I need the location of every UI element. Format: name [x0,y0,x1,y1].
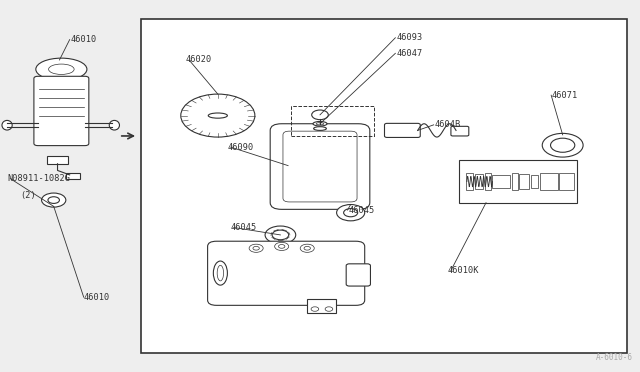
Ellipse shape [109,121,120,130]
Circle shape [42,193,66,207]
Circle shape [550,138,575,152]
Bar [519,174,529,189]
Ellipse shape [314,127,326,131]
Circle shape [180,94,255,137]
Bar [474,174,483,189]
Circle shape [300,244,314,252]
Ellipse shape [316,123,324,125]
Circle shape [278,244,285,248]
FancyBboxPatch shape [34,76,89,145]
Text: 4604B: 4604B [435,121,461,129]
Circle shape [253,246,259,250]
Circle shape [249,244,263,252]
FancyBboxPatch shape [346,264,371,286]
FancyBboxPatch shape [451,126,468,136]
Text: 46010: 46010 [84,293,110,302]
Bar [540,173,557,190]
Text: (2): (2) [20,191,36,200]
FancyBboxPatch shape [207,241,365,305]
FancyBboxPatch shape [141,19,627,353]
Circle shape [272,230,289,240]
Text: A-6010-6: A-6010-6 [596,353,633,362]
Ellipse shape [2,121,12,130]
Ellipse shape [313,122,327,126]
Bar [466,173,473,190]
Text: 46090: 46090 [227,142,253,151]
Ellipse shape [36,58,87,80]
Circle shape [344,209,358,217]
Bar [307,299,336,313]
FancyBboxPatch shape [385,124,420,137]
Bar [559,173,574,190]
Bar [460,160,577,203]
Text: 46071: 46071 [551,91,577,100]
Circle shape [275,242,289,250]
Circle shape [311,307,319,311]
Circle shape [304,246,310,250]
Text: 46010: 46010 [71,35,97,44]
Circle shape [312,110,328,120]
Circle shape [48,197,60,203]
FancyBboxPatch shape [270,124,370,209]
Bar [531,175,538,188]
Ellipse shape [213,261,227,285]
Text: 46020: 46020 [186,55,212,64]
Circle shape [265,226,296,244]
Text: N08911-1082G: N08911-1082G [7,174,70,183]
Circle shape [542,134,583,157]
Text: 46045: 46045 [230,223,257,232]
Bar [47,155,68,164]
Text: 46045: 46045 [349,206,375,215]
Circle shape [325,307,333,311]
Bar [66,173,80,179]
FancyBboxPatch shape [283,131,357,202]
Bar [484,173,491,190]
Text: 46047: 46047 [397,49,423,58]
Ellipse shape [49,64,74,74]
Bar [291,106,374,136]
Circle shape [337,205,365,221]
Text: 46093: 46093 [397,33,423,42]
Ellipse shape [208,113,227,118]
Bar [511,173,518,190]
Bar [492,175,510,188]
Ellipse shape [217,265,223,281]
Text: 46010K: 46010K [448,266,479,275]
